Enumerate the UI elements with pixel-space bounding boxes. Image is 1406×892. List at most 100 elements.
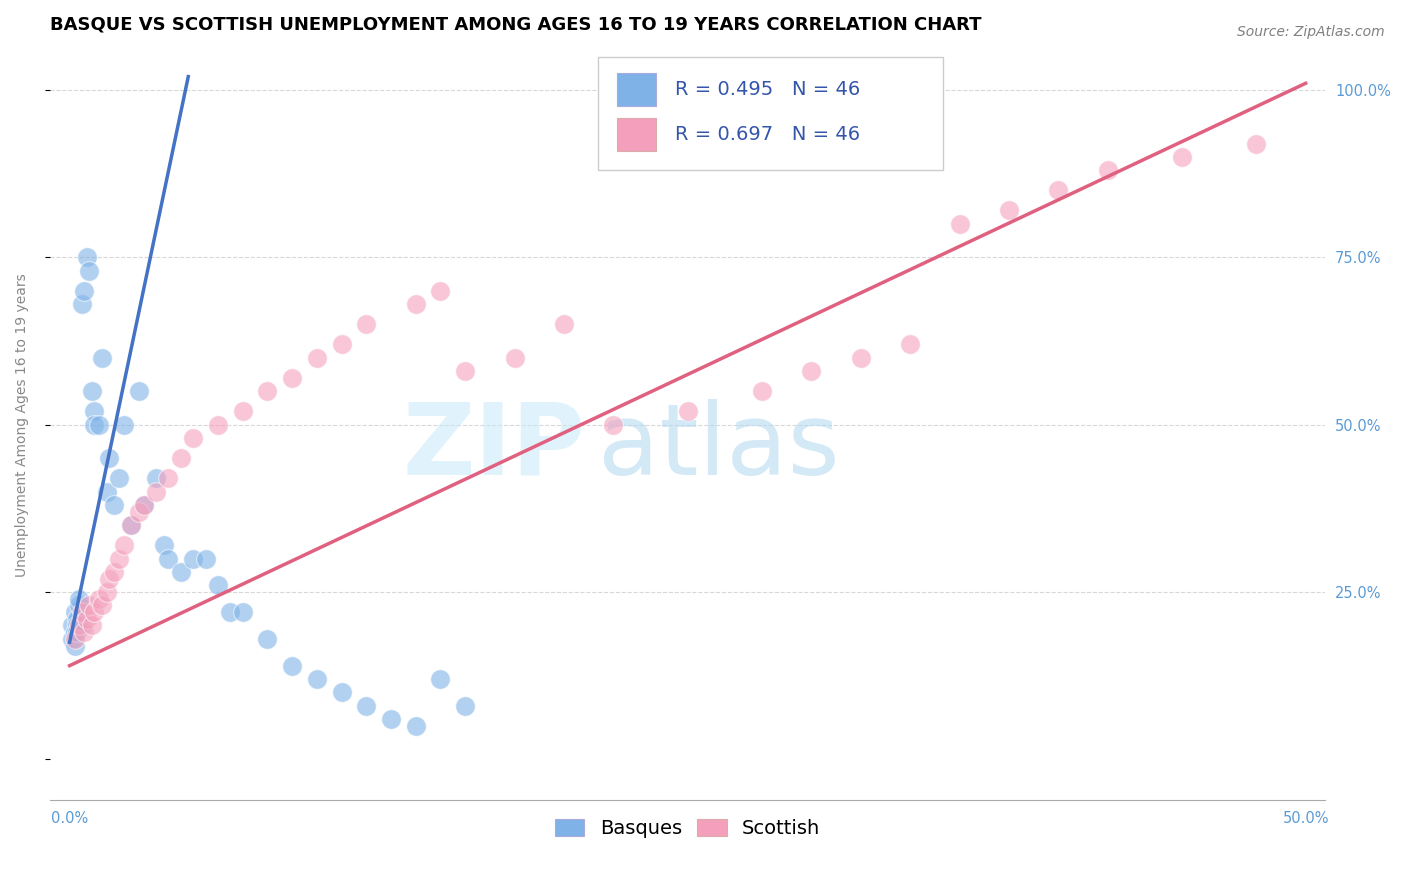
Point: [354, 318, 377, 332]
Point: [128, 384, 150, 399]
Point: [429, 672, 451, 686]
Point: [232, 605, 254, 619]
Bar: [617, 118, 655, 152]
Point: [256, 632, 278, 646]
Point: [1244, 136, 1267, 151]
Point: [170, 451, 193, 466]
FancyBboxPatch shape: [599, 57, 943, 169]
Point: [354, 698, 377, 713]
Point: [63, 605, 86, 619]
Point: [60, 632, 83, 646]
Point: [676, 404, 699, 418]
Point: [76, 250, 98, 264]
Point: [83, 417, 105, 432]
Point: [90, 351, 112, 365]
Text: R = 0.697   N = 46: R = 0.697 N = 46: [675, 125, 860, 144]
Point: [128, 505, 150, 519]
Point: [66, 618, 89, 632]
Point: [98, 451, 121, 466]
Point: [76, 612, 98, 626]
Point: [181, 431, 204, 445]
Point: [96, 484, 118, 499]
Point: [751, 384, 773, 399]
Point: [103, 565, 125, 579]
Point: [145, 471, 167, 485]
Point: [170, 565, 193, 579]
Legend: Basques, Scottish: Basques, Scottish: [547, 811, 828, 846]
Text: Source: ZipAtlas.com: Source: ZipAtlas.com: [1237, 25, 1385, 39]
Point: [120, 518, 142, 533]
Point: [503, 351, 526, 365]
Point: [73, 284, 96, 298]
Point: [998, 203, 1021, 218]
Point: [380, 712, 402, 726]
Text: ZIP: ZIP: [402, 399, 585, 496]
Text: atlas: atlas: [599, 399, 839, 496]
Point: [157, 551, 180, 566]
Point: [152, 538, 174, 552]
Point: [194, 551, 217, 566]
Point: [1097, 163, 1119, 178]
Point: [120, 518, 142, 533]
Point: [405, 297, 427, 311]
Point: [219, 605, 242, 619]
Point: [90, 599, 112, 613]
Point: [553, 318, 575, 332]
Point: [70, 297, 93, 311]
Point: [1171, 150, 1194, 164]
Text: BASQUE VS SCOTTISH UNEMPLOYMENT AMONG AGES 16 TO 19 YEARS CORRELATION CHART: BASQUE VS SCOTTISH UNEMPLOYMENT AMONG AG…: [49, 15, 981, 33]
Point: [83, 404, 105, 418]
Point: [69, 591, 91, 606]
Point: [454, 698, 477, 713]
Y-axis label: Unemployment Among Ages 16 to 19 years: Unemployment Among Ages 16 to 19 years: [15, 273, 30, 576]
Point: [79, 599, 101, 613]
Point: [66, 625, 89, 640]
Point: [1047, 183, 1070, 197]
Point: [429, 284, 451, 298]
Point: [69, 618, 91, 632]
Point: [454, 364, 477, 378]
Point: [108, 471, 131, 485]
Point: [70, 618, 93, 632]
Point: [132, 498, 155, 512]
Point: [948, 217, 970, 231]
Point: [132, 498, 155, 512]
Point: [800, 364, 823, 378]
Point: [232, 404, 254, 418]
Point: [330, 685, 353, 699]
Point: [96, 585, 118, 599]
Point: [281, 658, 304, 673]
Point: [63, 632, 86, 646]
Point: [305, 672, 328, 686]
Point: [60, 618, 83, 632]
Text: R = 0.495   N = 46: R = 0.495 N = 46: [675, 80, 860, 99]
Point: [80, 618, 103, 632]
Point: [83, 605, 105, 619]
Point: [256, 384, 278, 399]
Point: [73, 625, 96, 640]
Point: [89, 417, 111, 432]
Point: [207, 578, 229, 592]
Point: [281, 371, 304, 385]
Point: [66, 612, 89, 626]
Point: [69, 599, 91, 613]
Point: [80, 384, 103, 399]
Point: [405, 719, 427, 733]
Point: [63, 625, 86, 640]
Point: [602, 417, 624, 432]
Point: [181, 551, 204, 566]
Point: [898, 337, 921, 351]
Point: [108, 551, 131, 566]
Point: [70, 605, 93, 619]
Point: [145, 484, 167, 499]
Point: [98, 572, 121, 586]
Point: [89, 591, 111, 606]
Point: [157, 471, 180, 485]
Point: [112, 538, 135, 552]
Point: [849, 351, 872, 365]
Point: [63, 639, 86, 653]
Point: [112, 417, 135, 432]
Point: [330, 337, 353, 351]
Point: [103, 498, 125, 512]
Point: [207, 417, 229, 432]
